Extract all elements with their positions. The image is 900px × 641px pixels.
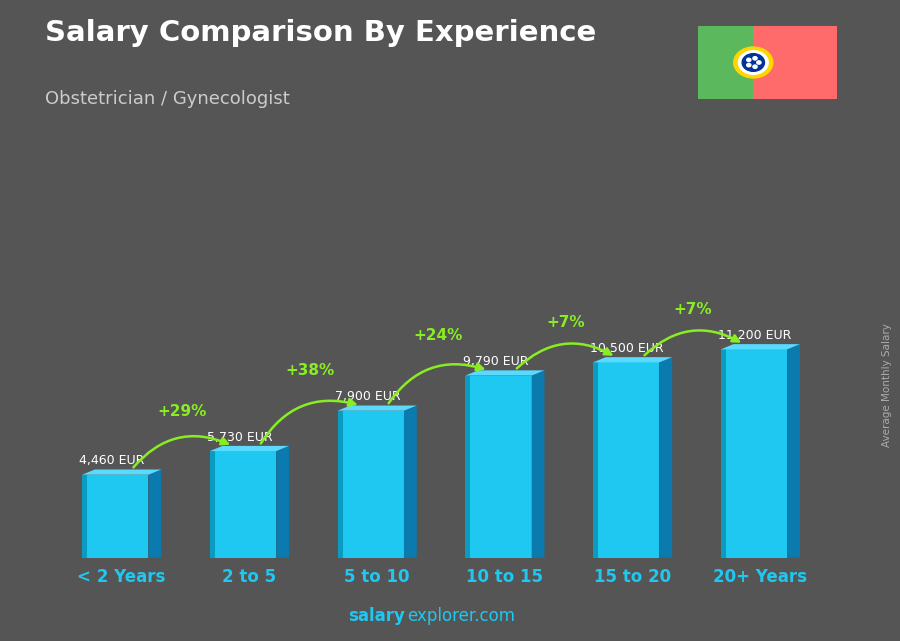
Polygon shape	[465, 376, 471, 558]
Polygon shape	[404, 406, 417, 558]
Text: 2 to 5: 2 to 5	[222, 568, 276, 586]
Text: +29%: +29%	[158, 404, 207, 419]
Text: Salary Comparison By Experience: Salary Comparison By Experience	[45, 19, 596, 47]
FancyBboxPatch shape	[82, 475, 148, 558]
Text: 15 to 20: 15 to 20	[594, 568, 671, 586]
FancyBboxPatch shape	[465, 376, 532, 558]
FancyBboxPatch shape	[721, 349, 788, 558]
Polygon shape	[593, 362, 598, 558]
Polygon shape	[721, 344, 800, 349]
Text: +24%: +24%	[413, 328, 463, 344]
Polygon shape	[148, 469, 161, 558]
Text: 7,900 EUR: 7,900 EUR	[335, 390, 400, 403]
Circle shape	[747, 63, 751, 67]
Circle shape	[753, 56, 757, 60]
Circle shape	[753, 65, 757, 69]
Circle shape	[738, 51, 769, 74]
Bar	[753, 26, 837, 99]
Text: Obstetrician / Gynecologist: Obstetrician / Gynecologist	[45, 90, 290, 108]
Text: 10,500 EUR: 10,500 EUR	[590, 342, 664, 355]
Text: 5,730 EUR: 5,730 EUR	[207, 431, 273, 444]
Text: 10 to 15: 10 to 15	[466, 568, 544, 586]
FancyBboxPatch shape	[593, 362, 660, 558]
FancyBboxPatch shape	[210, 451, 276, 558]
Circle shape	[757, 61, 761, 64]
Text: 4,460 EUR: 4,460 EUR	[79, 454, 145, 467]
Circle shape	[747, 58, 751, 62]
Bar	[698, 26, 753, 99]
Polygon shape	[210, 446, 289, 451]
Text: +7%: +7%	[674, 302, 713, 317]
Polygon shape	[210, 451, 215, 558]
Text: +38%: +38%	[285, 363, 335, 378]
Polygon shape	[82, 475, 87, 558]
Polygon shape	[660, 357, 672, 558]
Polygon shape	[338, 406, 417, 411]
Text: < 2 Years: < 2 Years	[77, 568, 166, 586]
Polygon shape	[465, 370, 544, 376]
Polygon shape	[788, 344, 800, 558]
Polygon shape	[721, 349, 726, 558]
Text: 9,790 EUR: 9,790 EUR	[463, 355, 528, 369]
Text: +7%: +7%	[546, 315, 585, 330]
Polygon shape	[82, 469, 161, 475]
Polygon shape	[593, 357, 672, 362]
FancyBboxPatch shape	[338, 411, 404, 558]
Circle shape	[734, 47, 773, 78]
Text: 5 to 10: 5 to 10	[345, 568, 410, 586]
Polygon shape	[532, 370, 544, 558]
Circle shape	[742, 54, 764, 71]
Text: 11,200 EUR: 11,200 EUR	[718, 329, 792, 342]
Text: Average Monthly Salary: Average Monthly Salary	[881, 322, 892, 447]
Polygon shape	[276, 446, 289, 558]
Text: salary: salary	[348, 607, 405, 625]
Polygon shape	[338, 411, 343, 558]
Text: explorer.com: explorer.com	[407, 607, 515, 625]
Text: 20+ Years: 20+ Years	[714, 568, 807, 586]
